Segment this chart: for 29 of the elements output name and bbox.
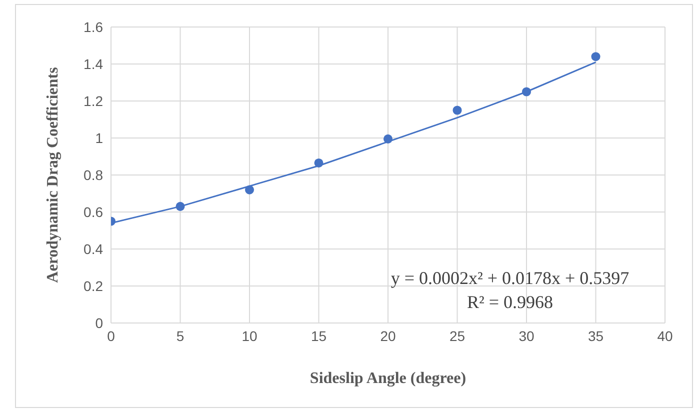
x-tick-label: 35 [588,328,604,344]
annotation: y = 0.0002x² + 0.0178x + 0.5397 [390,267,630,290]
x-tick-label: 10 [242,328,258,344]
y-tick-label: 0.8 [84,166,104,183]
y-tick-label: 0.6 [84,204,104,220]
point [314,158,324,168]
x-axis-title: Sideslip Angle (degree) [310,370,466,387]
point [452,106,462,115]
y-tick-label: 1 [95,130,104,146]
x-tick-label: 40 [657,328,673,344]
annotation: R² = 0.9968 [466,291,554,314]
y-tick-label: 1.2 [84,92,104,109]
point [383,134,393,144]
x-tick-label: 0 [107,328,116,344]
point [176,202,185,211]
y-tick-label: 0.4 [84,240,104,257]
point [591,52,600,62]
y-tick-label: 1.4 [84,56,104,72]
x-tick-label: 25 [449,328,466,344]
x-tick-label: 20 [380,328,396,344]
y-tick-label: 0 [95,314,104,331]
y-tick-label: 1.6 [84,18,104,35]
x-tick-label: 5 [176,328,184,344]
x-tick-label: 30 [518,328,534,344]
point [522,87,532,96]
point [244,185,254,194]
x-tick-label: 15 [310,328,327,344]
y-tick-label: 0.2 [84,278,104,294]
y-axis-title: Aerodynamic Drag Coefficients [44,67,62,283]
